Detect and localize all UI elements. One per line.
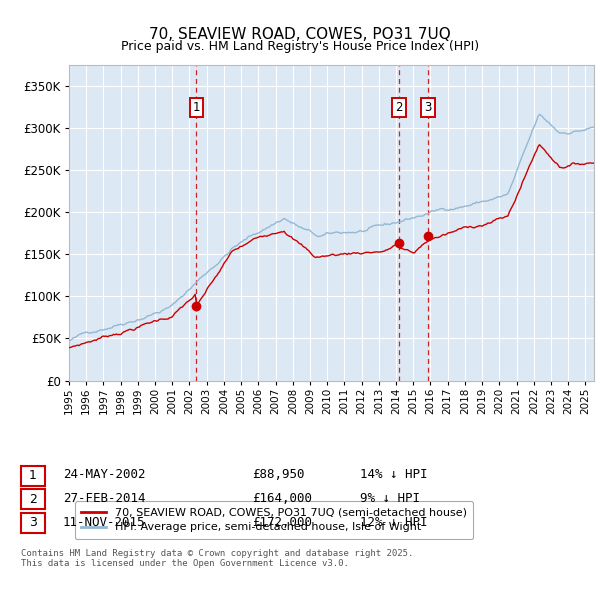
Text: 1: 1 <box>193 101 200 114</box>
Text: £164,000: £164,000 <box>252 492 312 505</box>
Text: 27-FEB-2014: 27-FEB-2014 <box>63 492 146 505</box>
Legend: 70, SEAVIEW ROAD, COWES, PO31 7UQ (semi-detached house), HPI: Average price, sem: 70, SEAVIEW ROAD, COWES, PO31 7UQ (semi-… <box>74 502 473 539</box>
Text: 24-MAY-2002: 24-MAY-2002 <box>63 468 146 481</box>
Text: 3: 3 <box>29 516 37 529</box>
Text: Contains HM Land Registry data © Crown copyright and database right 2025.: Contains HM Land Registry data © Crown c… <box>21 549 413 558</box>
Text: Price paid vs. HM Land Registry's House Price Index (HPI): Price paid vs. HM Land Registry's House … <box>121 40 479 53</box>
Text: 2: 2 <box>395 101 403 114</box>
Text: 12% ↓ HPI: 12% ↓ HPI <box>360 516 427 529</box>
Text: £172,000: £172,000 <box>252 516 312 529</box>
Text: £88,950: £88,950 <box>252 468 305 481</box>
Text: 2: 2 <box>29 493 37 506</box>
Text: 14% ↓ HPI: 14% ↓ HPI <box>360 468 427 481</box>
Text: This data is licensed under the Open Government Licence v3.0.: This data is licensed under the Open Gov… <box>21 559 349 568</box>
Text: 3: 3 <box>424 101 432 114</box>
Text: 70, SEAVIEW ROAD, COWES, PO31 7UQ: 70, SEAVIEW ROAD, COWES, PO31 7UQ <box>149 27 451 41</box>
Text: 1: 1 <box>29 469 37 482</box>
Text: 11-NOV-2015: 11-NOV-2015 <box>63 516 146 529</box>
Text: 9% ↓ HPI: 9% ↓ HPI <box>360 492 420 505</box>
